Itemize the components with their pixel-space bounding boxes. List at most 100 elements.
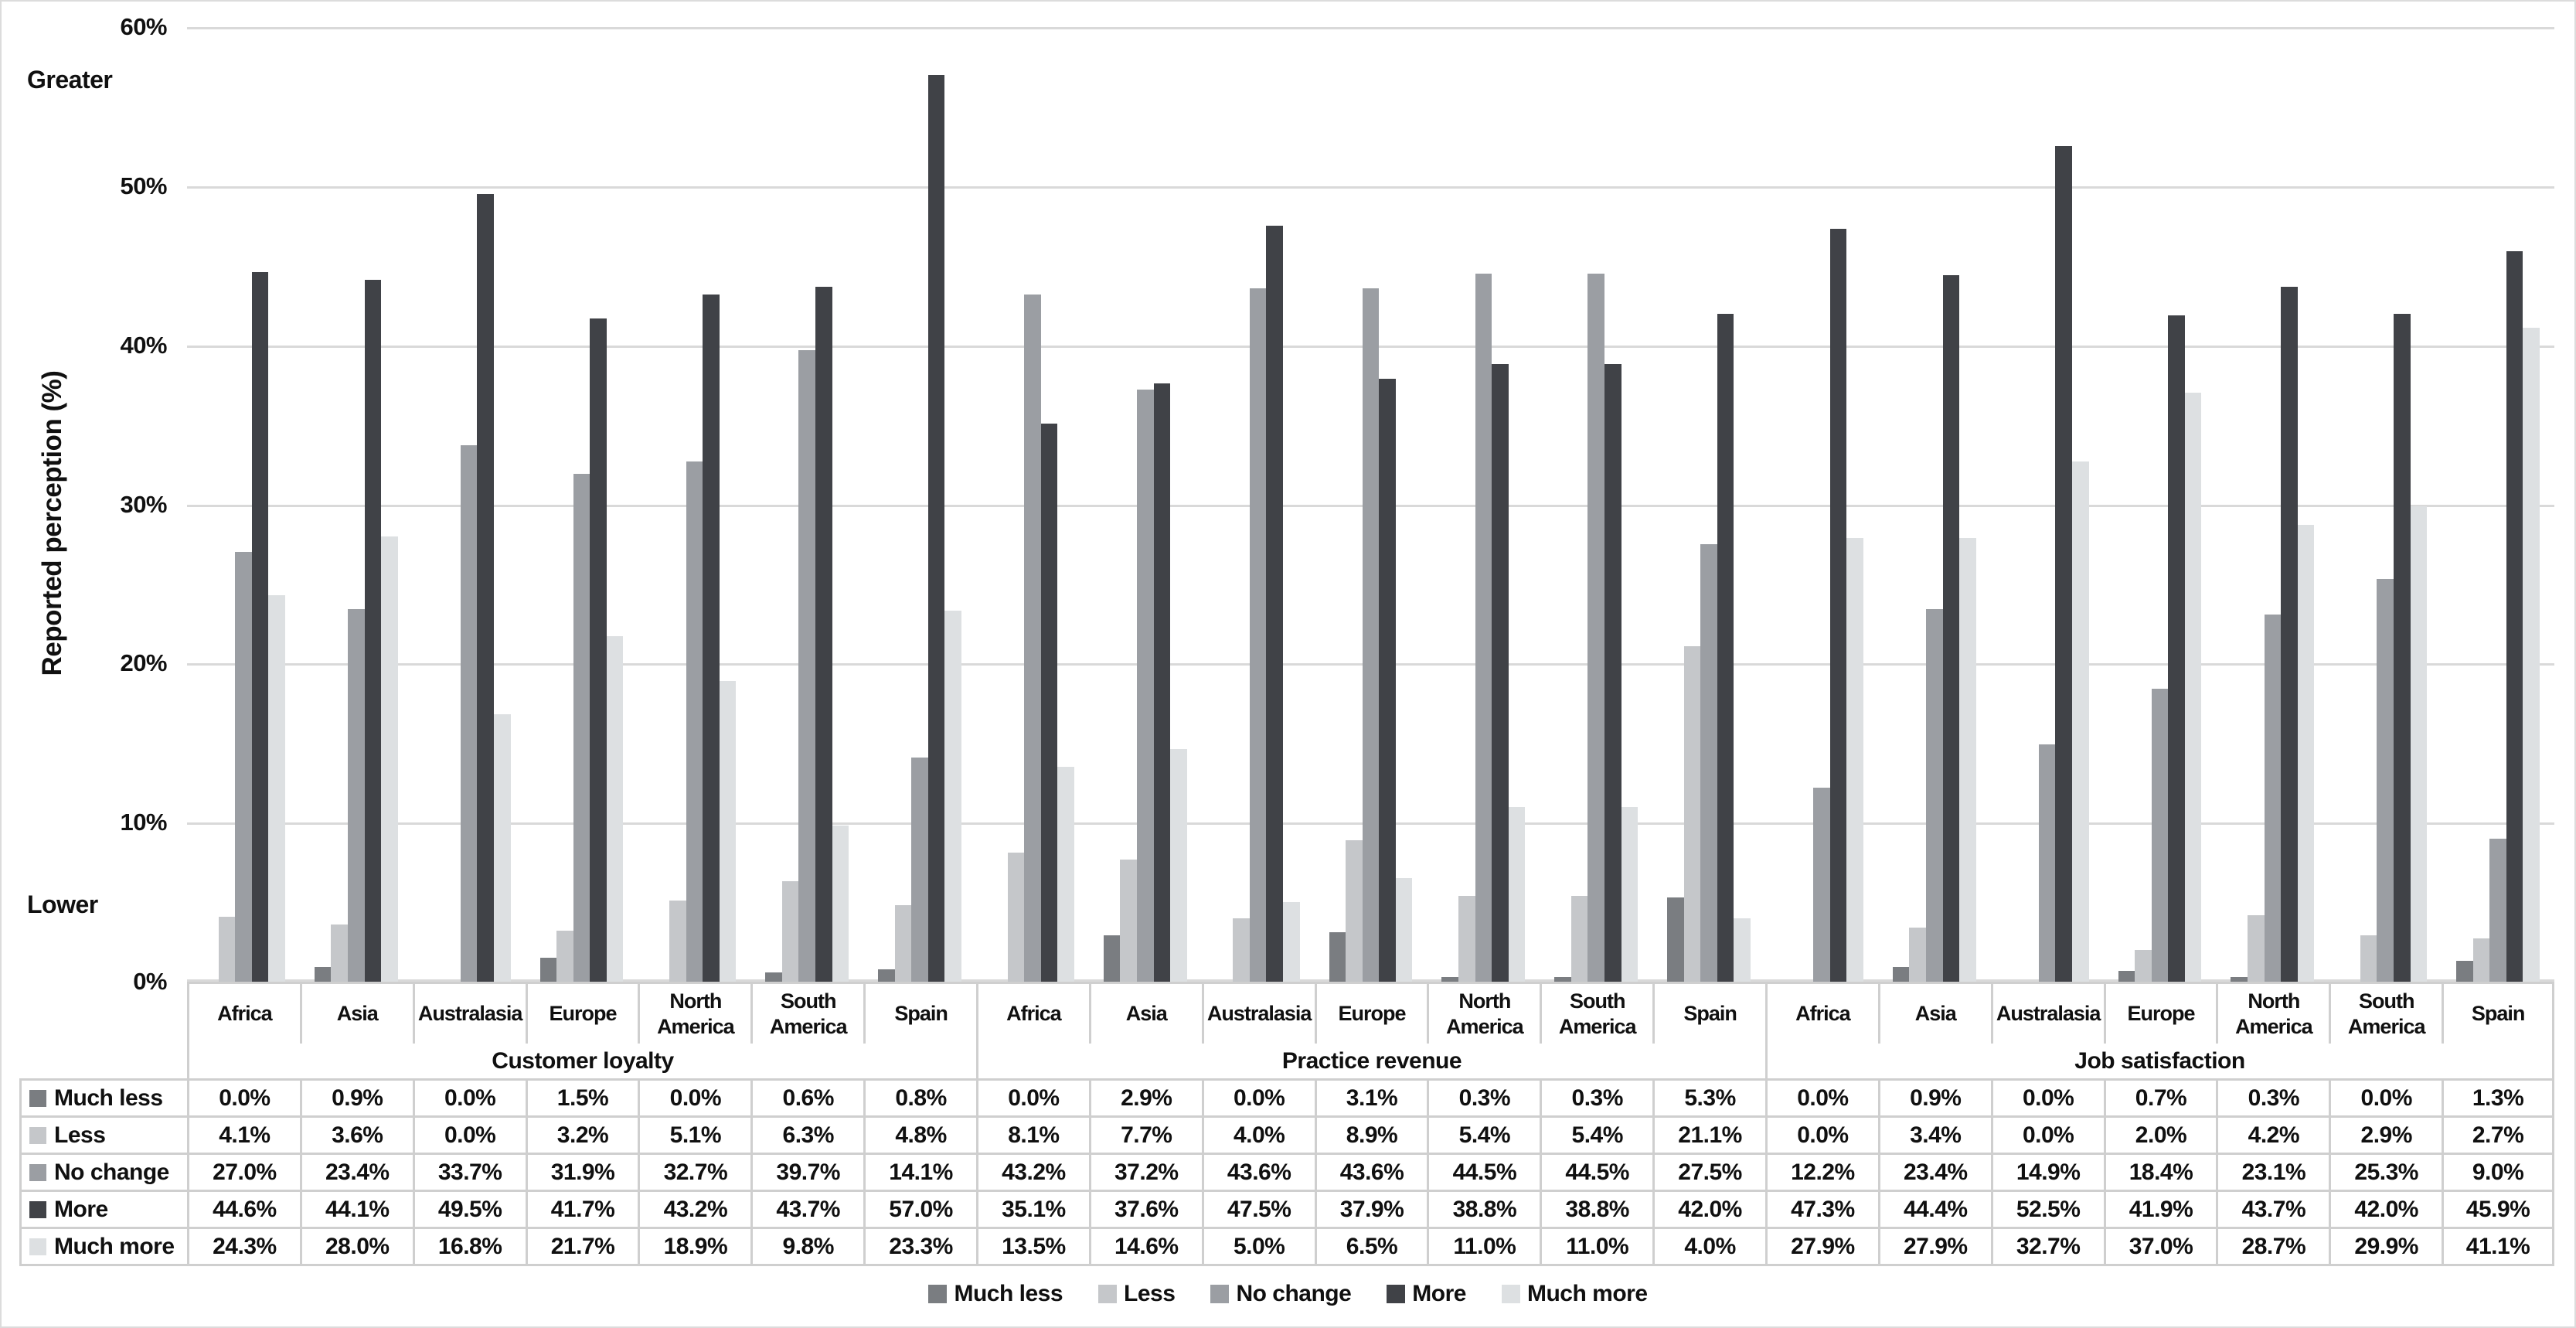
value-cell: 57.0%	[863, 1190, 976, 1227]
value-cell: 1.3%	[2442, 1078, 2554, 1115]
value-cell: 0.3%	[2216, 1078, 2329, 1115]
bar-no-change	[2264, 614, 2282, 982]
value-cell: 45.9%	[2442, 1190, 2554, 1227]
bar-much-more	[268, 594, 285, 982]
value-cell: 5.1%	[638, 1115, 751, 1153]
region-header: Asia	[299, 982, 413, 1044]
bar-much-more	[1057, 767, 1074, 982]
table-series-row: Much more 24.3% 28.0% 16.8% 21.7% 18.9% 9.8% 23…	[19, 1227, 2554, 1264]
table-series-row: More 44.6% 44.1% 49.5% 41.7% 43.2% 43.7% 57.0% 3…	[19, 1190, 2554, 1227]
value-cell: 23.4%	[1877, 1153, 1991, 1190]
value-cell: 0.3%	[1540, 1078, 1653, 1115]
value-cell: 39.7%	[750, 1153, 864, 1190]
value-cell: 6.3%	[750, 1115, 864, 1153]
bar-more	[927, 74, 945, 982]
bar-more	[2394, 313, 2411, 982]
value-cell: 47.3%	[1765, 1190, 1878, 1227]
bar-much-more	[606, 636, 624, 982]
table-corner-spacer	[19, 982, 187, 1044]
bar-no-change	[686, 461, 703, 982]
value-cell: 11.0%	[1427, 1227, 1540, 1264]
value-cell: 0.7%	[2103, 1078, 2217, 1115]
legend-label: No change	[1236, 1281, 1352, 1306]
bar-less	[1909, 928, 1926, 982]
bar-no-change	[911, 757, 928, 982]
series-row-label: No change	[19, 1153, 187, 1190]
value-cell: 43.2%	[638, 1190, 751, 1227]
bar-much-more	[2523, 328, 2540, 982]
value-cell: 37.6%	[1088, 1190, 1202, 1227]
value-cell: 38.8%	[1540, 1190, 1653, 1227]
legend: Much less Less No change More Much more	[2, 1275, 2574, 1313]
value-cell: 28.0%	[299, 1227, 413, 1264]
value-cell: 41.1%	[2442, 1227, 2554, 1264]
value-cell: 11.0%	[1540, 1227, 1653, 1264]
region-header: Spain	[863, 982, 976, 1044]
value-cell: 18.9%	[638, 1227, 751, 1264]
value-cell: 25.3%	[2329, 1153, 2442, 1190]
value-cell: 0.8%	[863, 1078, 976, 1115]
bar-much-more	[832, 826, 849, 982]
region-header: South America	[1540, 982, 1653, 1044]
bar-no-change	[1475, 274, 1492, 982]
y-axis-tick-label: 50%	[120, 172, 167, 199]
legend-swatch	[1098, 1285, 1118, 1303]
bar-more	[477, 194, 494, 982]
bar-much-more	[1959, 537, 1976, 982]
series-row-label: More	[19, 1190, 187, 1227]
series-row-label: Much less	[19, 1078, 187, 1115]
value-cell: 0.9%	[1877, 1078, 1991, 1115]
bar-no-change	[798, 349, 815, 982]
value-cell: 24.3%	[187, 1227, 300, 1264]
bar-much-less	[2231, 976, 2248, 982]
value-cell: 21.1%	[1652, 1115, 1765, 1153]
value-cell: 32.7%	[1990, 1227, 2104, 1264]
value-cell: 2.9%	[1088, 1078, 1202, 1115]
value-cell: 44.4%	[1877, 1190, 1991, 1227]
bar-less	[1570, 895, 1588, 982]
series-swatch-less	[29, 1126, 46, 1144]
section-header: Practice revenue	[976, 1044, 1765, 1078]
bar-more	[815, 286, 832, 982]
value-cell: 4.0%	[1201, 1115, 1315, 1153]
bar-less	[1458, 895, 1475, 982]
bar-no-change	[347, 609, 365, 982]
value-cell: 0.0%	[412, 1115, 526, 1153]
value-cell: 5.4%	[1540, 1115, 1653, 1153]
bar-much-less	[1892, 967, 1910, 982]
region-header: Africa	[1765, 982, 1878, 1044]
value-cell: 31.9%	[525, 1153, 638, 1190]
value-cell: 21.7%	[525, 1227, 638, 1264]
table-region-header-row: Africa Asia Australasia Europe North America…	[19, 982, 2554, 1044]
region-header: Australasia	[412, 982, 526, 1044]
value-cell: 32.7%	[638, 1153, 751, 1190]
bar-less	[556, 931, 573, 982]
series-row-label-text: More	[54, 1196, 108, 1222]
region-header: North America	[1427, 982, 1540, 1044]
series-row-label: Much more	[19, 1227, 187, 1264]
bar-less	[894, 905, 912, 982]
value-cell: 0.9%	[299, 1078, 413, 1115]
bar-much-more	[1283, 902, 1300, 982]
region-header: South America	[750, 982, 864, 1044]
value-cell: 23.1%	[2216, 1153, 2329, 1190]
bar-no-change	[1136, 390, 1154, 982]
value-cell: 44.5%	[1540, 1153, 1653, 1190]
y-axis-tick-label: 10%	[120, 809, 167, 836]
bar-less	[331, 924, 348, 982]
bar-much-less	[314, 967, 332, 982]
region-header: Spain	[2442, 982, 2554, 1044]
section-header: Customer loyalty	[187, 1044, 976, 1078]
bar-much-less	[1103, 935, 1121, 982]
value-cell: 5.3%	[1652, 1078, 1765, 1115]
region-header: Australasia	[1201, 982, 1315, 1044]
series-row-label-text: No change	[54, 1159, 169, 1185]
bar-no-change	[1700, 543, 1717, 982]
region-header: Spain	[1652, 982, 1765, 1044]
series-row-label-text: Much more	[54, 1233, 175, 1259]
bar-more	[1829, 229, 1847, 982]
greater-annotation: Greater	[27, 66, 113, 94]
section-header: Job satisfaction	[1765, 1044, 2554, 1078]
bar-much-less	[1667, 897, 1684, 982]
bar-much-more	[719, 680, 737, 982]
